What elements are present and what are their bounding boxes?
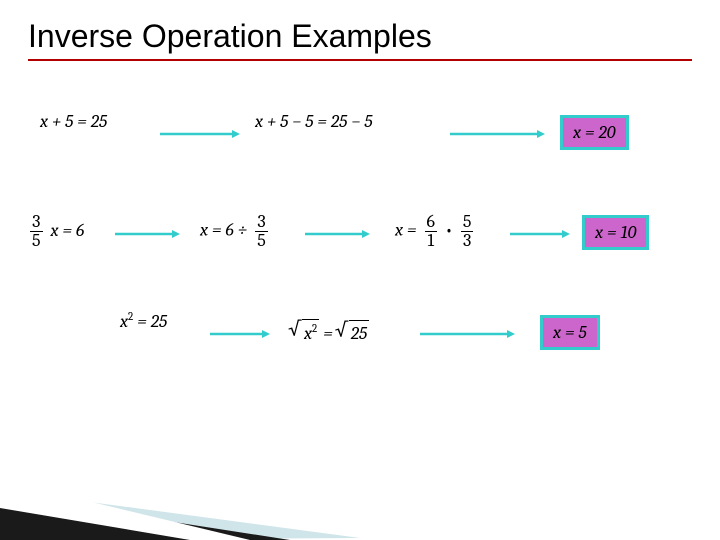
r2-s1-rest: x = 6 bbox=[47, 220, 85, 241]
r2-result: x = 10 bbox=[582, 215, 649, 250]
r2-step2: x = 6 ÷ 3 5 bbox=[200, 213, 268, 250]
arrow-icon bbox=[305, 229, 370, 239]
r1-step1: x + 5 = 25 bbox=[40, 111, 107, 132]
r2-step1: 3 5 x = 6 bbox=[30, 213, 84, 250]
arrow-icon bbox=[115, 229, 180, 239]
arrow-icon bbox=[160, 129, 240, 139]
r3-result: x = 5 bbox=[540, 315, 600, 350]
decor-wedge-icon bbox=[0, 420, 720, 540]
page-title: Inverse Operation Examples bbox=[0, 0, 720, 55]
arrow-icon bbox=[210, 329, 270, 339]
r2-s3-lhs: x = bbox=[395, 220, 417, 241]
r2-s3-f2d: 3 bbox=[461, 231, 474, 250]
r1-result: x = 20 bbox=[560, 115, 629, 150]
r2-s1-num: 3 bbox=[30, 213, 43, 231]
r2-step3: x = 6 1 • 5 3 bbox=[395, 213, 473, 250]
r3-step2: x2 = 25 bbox=[290, 319, 369, 344]
r3-s2-r: 25 bbox=[349, 320, 369, 344]
r3-s1-base: x bbox=[120, 311, 128, 332]
arrow-icon bbox=[450, 129, 545, 139]
r2-s2-num: 3 bbox=[255, 213, 268, 231]
title-underline bbox=[28, 59, 692, 61]
r2-s1-den: 5 bbox=[30, 231, 43, 250]
r2-s3-f1d: 1 bbox=[425, 231, 437, 250]
dot-icon: • bbox=[441, 220, 457, 241]
r2-s3-f1n: 6 bbox=[425, 213, 437, 231]
arrow-icon bbox=[510, 229, 570, 239]
r3-s2-lb: x bbox=[304, 323, 312, 344]
arrow-icon bbox=[420, 329, 515, 339]
r1-step2: x + 5 − 5 = 25 − 5 bbox=[255, 111, 373, 132]
r3-s2-le: 2 bbox=[312, 322, 317, 335]
r2-s2-lhs: x = 6 ÷ bbox=[200, 220, 247, 241]
r3-s1-rhs: = 25 bbox=[133, 311, 167, 332]
r3-step1: x2 = 25 bbox=[120, 310, 167, 332]
r2-s2-den: 5 bbox=[255, 231, 268, 250]
r2-s3-f2n: 5 bbox=[461, 213, 474, 231]
